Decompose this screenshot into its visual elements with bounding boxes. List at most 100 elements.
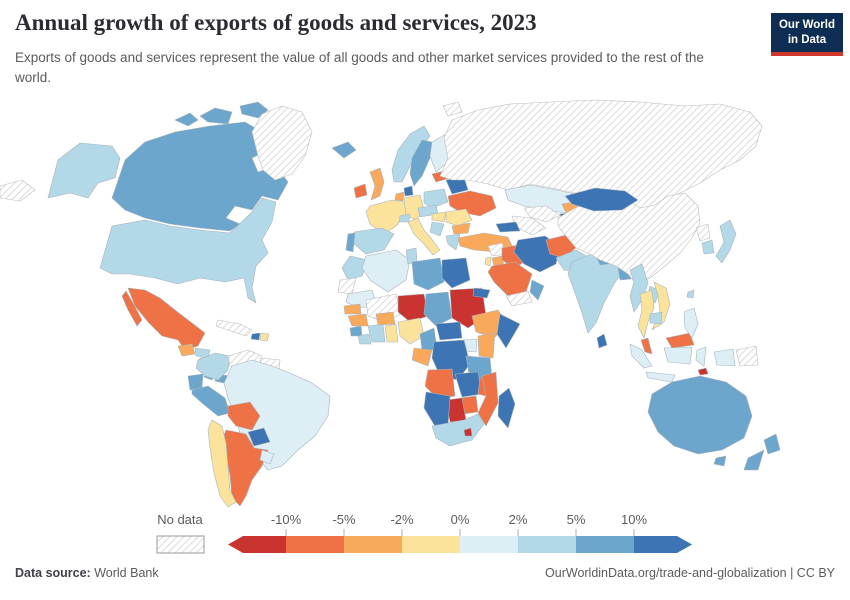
country-south-korea[interactable]	[701, 239, 715, 255]
country-burkina-faso[interactable]	[375, 311, 396, 326]
country-algeria[interactable]	[361, 249, 411, 293]
country-sri-lanka[interactable]	[596, 333, 608, 349]
country-libya[interactable]	[411, 257, 445, 291]
country-united-states[interactable]	[99, 197, 277, 304]
country-hungary[interactable]	[431, 211, 447, 223]
country-alaska[interactable]	[47, 142, 121, 199]
country-australia[interactable]	[647, 375, 753, 455]
country-yemen[interactable]	[505, 290, 533, 307]
country-namibia[interactable]	[423, 391, 451, 429]
country-western-sahara[interactable]	[337, 277, 357, 295]
country-japan[interactable]	[715, 219, 737, 264]
country-egypt[interactable]	[441, 257, 471, 289]
country-sierra-leone[interactable]	[349, 325, 363, 337]
country-canada-islands-3[interactable]	[174, 112, 199, 127]
country-cuba[interactable]	[215, 319, 253, 337]
country-thailand[interactable]	[637, 289, 655, 339]
country-new-zealand-north[interactable]	[763, 433, 781, 455]
country-ireland[interactable]	[353, 183, 368, 199]
country-niger[interactable]	[397, 293, 429, 323]
country-indonesia-sulawesi[interactable]	[695, 346, 707, 367]
country-chile[interactable]	[207, 419, 237, 508]
country-balkans[interactable]	[429, 221, 445, 237]
country-united-kingdom[interactable]	[369, 167, 385, 201]
legend-segment-gt-10[interactable]	[634, 536, 692, 553]
country-madagascar[interactable]	[497, 387, 516, 429]
country-iceland[interactable]	[331, 141, 357, 159]
country-denmark[interactable]	[403, 185, 414, 197]
country-bulgaria[interactable]	[451, 222, 471, 235]
legend-segment--5--2[interactable]	[344, 536, 402, 553]
country-indonesia-java[interactable]	[645, 371, 676, 383]
country-peru[interactable]	[191, 385, 231, 417]
country-uruguay[interactable]	[259, 449, 275, 465]
legend-segment--2-0[interactable]	[402, 536, 460, 553]
country-uzbekistan[interactable]	[523, 205, 561, 223]
country-france[interactable]	[365, 199, 407, 235]
country-russia[interactable]	[439, 99, 763, 217]
country-nigeria[interactable]	[397, 317, 425, 345]
attribution-link[interactable]: OurWorldinData.org/trade-and-globalizati…	[545, 566, 835, 580]
country-caucasus[interactable]	[495, 221, 521, 233]
country-malaysia-peninsula[interactable]	[640, 337, 653, 355]
country-indonesia-sumatra[interactable]	[629, 343, 653, 369]
country-chad[interactable]	[423, 291, 453, 327]
country-israel[interactable]	[484, 256, 492, 267]
country-liberia[interactable]	[357, 333, 372, 345]
country-taiwan[interactable]	[686, 289, 695, 299]
country-svalbard[interactable]	[442, 101, 463, 117]
country-greenland[interactable]	[251, 105, 313, 181]
country-gabon-congo[interactable]	[411, 347, 433, 367]
country-cambodia[interactable]	[649, 311, 663, 325]
country-mexico-baja[interactable]	[121, 290, 143, 327]
country-poland[interactable]	[423, 188, 449, 209]
country-south-africa[interactable]	[431, 413, 485, 447]
country-guinea[interactable]	[347, 313, 369, 327]
country-mexico[interactable]	[127, 287, 206, 351]
country-central-african-republic[interactable]	[435, 321, 463, 341]
country-vietnam[interactable]	[651, 281, 671, 331]
country-bolivia[interactable]	[227, 401, 261, 431]
country-guatemala[interactable]	[177, 343, 196, 357]
country-saudi-arabia[interactable]	[487, 261, 533, 297]
country-north-korea[interactable]	[695, 223, 711, 242]
country-ghana[interactable]	[384, 323, 399, 343]
legend-no-data-swatch[interactable]	[156, 535, 205, 554]
country-lesotho[interactable]	[463, 427, 473, 437]
country-chukotka[interactable]	[0, 179, 36, 202]
legend-segment-0-2[interactable]	[460, 536, 518, 553]
country-china[interactable]	[557, 192, 701, 285]
country-myanmar[interactable]	[629, 263, 649, 313]
country-mongolia[interactable]	[564, 187, 639, 212]
country-sweden[interactable]	[409, 139, 433, 187]
country-netherlands[interactable]	[394, 191, 405, 202]
country-portugal[interactable]	[345, 232, 356, 253]
country-malaysia-borneo[interactable]	[665, 332, 695, 349]
country-indonesia-papua[interactable]	[713, 348, 736, 367]
country-greece[interactable]	[445, 233, 461, 251]
country-new-zealand-south[interactable]	[743, 449, 765, 471]
country-dominican-republic[interactable]	[259, 332, 270, 342]
country-oman[interactable]	[529, 279, 545, 301]
country-eritrea[interactable]	[472, 287, 491, 299]
country-mozambique[interactable]	[477, 371, 499, 427]
country-indonesia-borneo[interactable]	[663, 346, 693, 365]
legend-segment-5-10[interactable]	[576, 536, 634, 553]
country-italy[interactable]	[407, 217, 441, 256]
country-kenya[interactable]	[477, 332, 496, 359]
country-ivory-coast[interactable]	[367, 323, 386, 343]
country-haiti[interactable]	[250, 332, 261, 341]
country-somalia[interactable]	[496, 313, 521, 349]
owid-logo[interactable]: Our World in Data	[770, 13, 843, 56]
country-colombia[interactable]	[195, 352, 231, 381]
country-tasmania[interactable]	[713, 455, 727, 467]
country-romania[interactable]	[445, 208, 473, 227]
country-philippines[interactable]	[683, 307, 699, 339]
country-senegal[interactable]	[343, 303, 362, 315]
legend-segment-lt-10[interactable]	[228, 536, 286, 553]
country-papua-new-guinea[interactable]	[735, 345, 759, 367]
country-canada-islands-1[interactable]	[199, 107, 233, 125]
country-paraguay[interactable]	[247, 427, 271, 447]
legend-segment-2-5[interactable]	[518, 536, 576, 553]
country-spain[interactable]	[353, 227, 395, 255]
